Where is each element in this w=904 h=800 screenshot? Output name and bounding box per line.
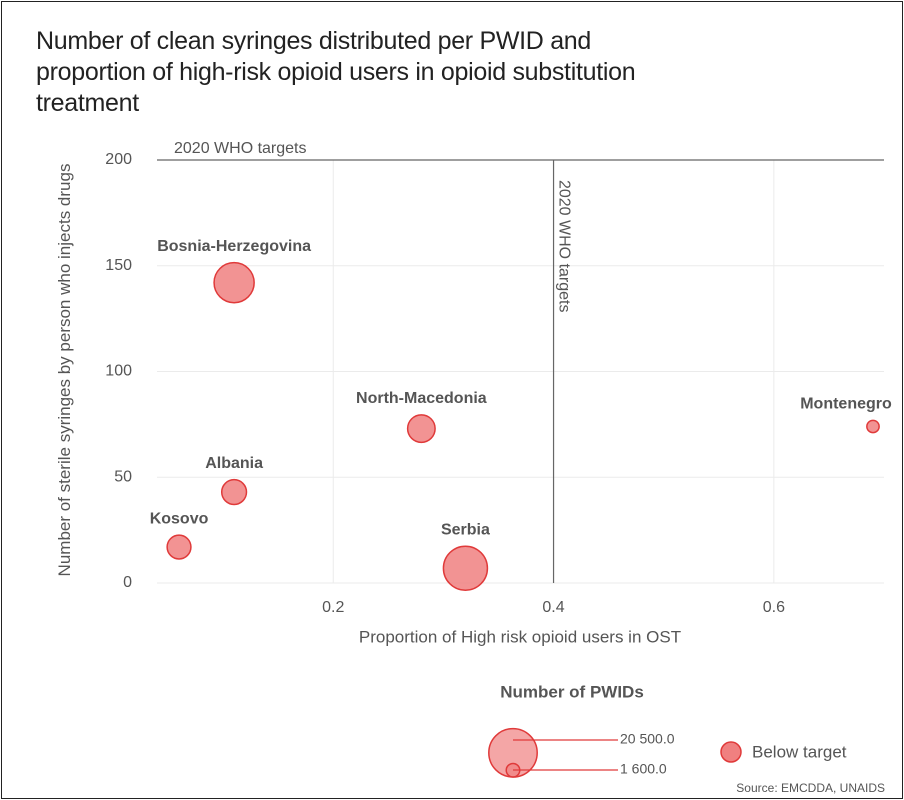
bubble [442, 545, 489, 591]
source: Source: EMCDDA, UNAIDS [736, 781, 885, 795]
y-tick-label: 200 [105, 151, 132, 168]
bubble-label: Albania [205, 455, 263, 472]
reference-label: 2020 WHO targets [174, 140, 307, 157]
chart-title: Number of clean syringes distributed per… [36, 27, 636, 117]
x-axis-title: Proportion of High risk opioid users in … [359, 627, 681, 646]
y-tick-label: 50 [114, 468, 132, 485]
x-tick-label: 0.4 [542, 599, 564, 616]
size-legend-label: 1 600.0 [620, 761, 667, 777]
bubble [866, 419, 880, 434]
bubble-label: Serbia [441, 521, 490, 538]
size-legend-title: Number of PWIDs [500, 682, 644, 701]
bubble [220, 478, 248, 506]
x-tick-label: 0.6 [763, 599, 785, 616]
legend-swatch [720, 741, 742, 763]
bubble [213, 261, 255, 304]
size-legend-label: 20 500.0 [620, 731, 675, 747]
y-tick-label: 150 [105, 257, 132, 274]
bubble-label: Kosovo [150, 510, 209, 527]
x-tick-label: 0.2 [322, 599, 344, 616]
bubble-label: North-Macedonia [356, 390, 487, 407]
bubble [166, 534, 192, 560]
y-tick-label: 100 [105, 363, 132, 380]
legend-label: Below target [752, 742, 847, 761]
bubble-label: Bosnia-Herzegovina [157, 238, 311, 255]
reference-label: 2020 WHO targets [555, 180, 572, 313]
bubble [406, 414, 436, 444]
y-tick-label: 0 [123, 574, 132, 591]
bubble-label: Montenegro [800, 396, 892, 413]
